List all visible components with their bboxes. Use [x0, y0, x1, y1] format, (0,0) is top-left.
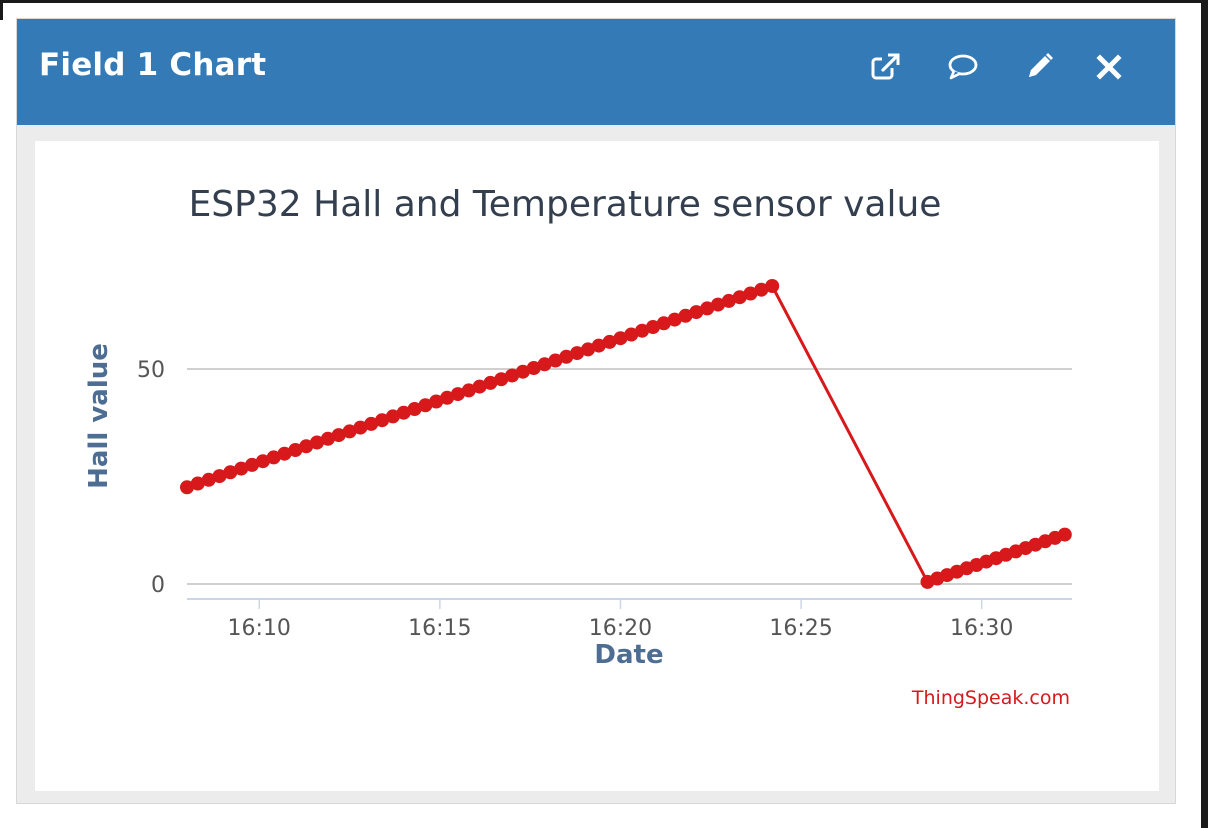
y-axis-label: Hall value — [84, 343, 114, 489]
pencil-icon[interactable] — [1021, 49, 1057, 85]
data-point — [537, 357, 552, 372]
data-point — [440, 390, 455, 405]
data-point — [494, 372, 509, 387]
window-frame-right — [1201, 0, 1208, 828]
data-point — [320, 431, 335, 446]
window-frame-corner — [0, 0, 3, 20]
data-point — [526, 361, 541, 375]
data-point — [559, 349, 574, 364]
data-point — [646, 320, 660, 334]
x-tick-label: 16:25 — [769, 616, 832, 641]
data-point — [483, 375, 498, 390]
data-point — [678, 308, 693, 323]
data-point — [548, 353, 563, 368]
data-point — [234, 461, 249, 476]
data-point — [385, 409, 400, 424]
data-point — [450, 387, 465, 402]
data-point — [255, 454, 270, 469]
data-point — [180, 480, 194, 495]
x-tick-label: 16:20 — [589, 616, 652, 641]
window-frame-top — [0, 0, 1208, 3]
data-point — [288, 443, 303, 457]
y-tick-label: 50 — [137, 358, 165, 383]
data-point — [342, 424, 357, 439]
data-point — [223, 465, 238, 480]
data-point — [418, 398, 433, 413]
data-point — [700, 301, 715, 316]
data-point — [375, 413, 390, 428]
chart-area: ESP32 Hall and Temperature sensor value … — [35, 141, 1159, 791]
data-point — [721, 293, 736, 308]
data-point — [732, 290, 747, 305]
data-point — [656, 316, 671, 331]
data-point — [190, 476, 205, 491]
y-tick-label: 0 — [151, 573, 165, 598]
data-point — [472, 379, 487, 394]
data-point — [212, 469, 227, 484]
close-icon[interactable] — [1091, 49, 1127, 85]
data-point — [635, 323, 650, 338]
panel-header: Field 1 Chart — [17, 19, 1175, 125]
data-point — [602, 334, 617, 349]
data-point — [667, 312, 682, 327]
data-point — [1057, 527, 1072, 542]
data-point — [353, 420, 368, 435]
data-point — [711, 297, 725, 312]
chart-title: ESP32 Hall and Temperature sensor value — [189, 184, 942, 225]
data-point — [505, 368, 520, 383]
chart-panel: Field 1 Chart — [16, 18, 1176, 804]
line-chart: ESP32 Hall and Temperature sensor value … — [84, 184, 1072, 709]
data-point — [624, 327, 639, 342]
data-point — [407, 402, 422, 416]
data-point — [591, 338, 606, 353]
x-tick-label: 16:30 — [950, 616, 1013, 641]
data-point — [429, 394, 444, 409]
data-point — [245, 457, 259, 472]
data-point — [743, 286, 758, 301]
data-point — [689, 305, 704, 320]
data-point — [331, 428, 346, 443]
data-point — [299, 439, 314, 454]
data-point — [570, 346, 585, 361]
data-point — [396, 405, 411, 420]
data-point — [201, 472, 216, 487]
external-link-icon[interactable] — [867, 49, 903, 85]
data-point — [266, 450, 281, 465]
data-point — [310, 435, 324, 450]
data-point — [364, 416, 379, 431]
panel-title: Field 1 Chart — [39, 47, 267, 83]
data-point — [613, 331, 628, 346]
data-point — [765, 279, 780, 293]
window-frame-gap — [1176, 18, 1201, 828]
data-point — [581, 342, 595, 357]
x-tick-label: 16:15 — [408, 616, 471, 641]
data-point — [277, 446, 292, 461]
x-axis-label: Date — [594, 640, 663, 670]
data-point — [754, 282, 769, 297]
x-tick-label: 16:10 — [228, 616, 291, 641]
comment-icon[interactable] — [945, 49, 981, 85]
chart-credit[interactable]: ThingSpeak.com — [911, 687, 1070, 709]
data-point — [461, 383, 476, 398]
data-point — [515, 364, 530, 379]
